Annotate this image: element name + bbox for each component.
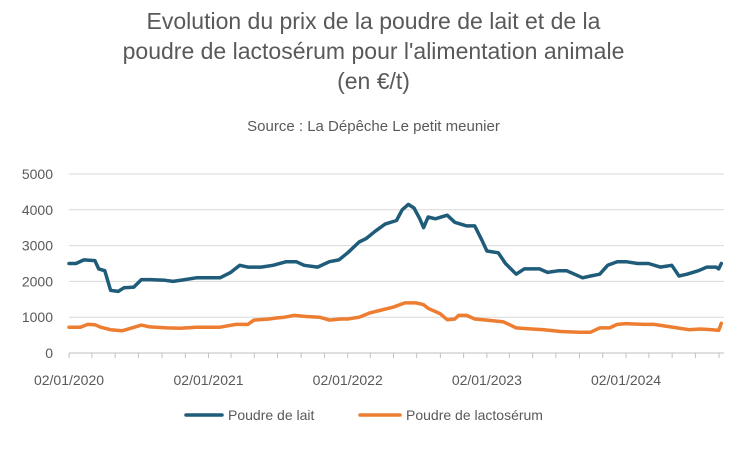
y-tick-label: 2000 [22, 273, 53, 289]
series-line-poudre-de-lactoserum [67, 301, 724, 334]
legend-label: Poudre de lactosérum [406, 407, 543, 423]
y-tick-label: 5000 [22, 166, 53, 182]
y-tick-label: 1000 [22, 309, 53, 325]
y-tick-label: 0 [45, 345, 53, 361]
x-tick-label: 02/01/2023 [452, 372, 522, 388]
chart-title-line-3: (en €/t) [337, 68, 410, 94]
x-tick-label: 02/01/2021 [174, 372, 244, 388]
x-tick-label: 02/01/2020 [34, 372, 104, 388]
y-tick-label: 4000 [22, 202, 53, 218]
legend-label: Poudre de lait [228, 407, 315, 423]
series-line-poudre-de-lait [67, 202, 724, 294]
x-tick-label: 02/01/2022 [313, 372, 383, 388]
chart-subtitle: Source : La Dépêche Le petit meunier [247, 118, 500, 135]
chart-title: Evolution du prix de la poudre de lait e… [0, 6, 747, 96]
x-tick-label: 02/01/2024 [591, 372, 661, 388]
chart-title-line-2: poudre de lactosérum pour l'alimentation… [122, 38, 625, 64]
y-tick-label: 3000 [22, 238, 53, 254]
chart-title-line-1: Evolution du prix de la poudre de lait e… [146, 8, 601, 34]
